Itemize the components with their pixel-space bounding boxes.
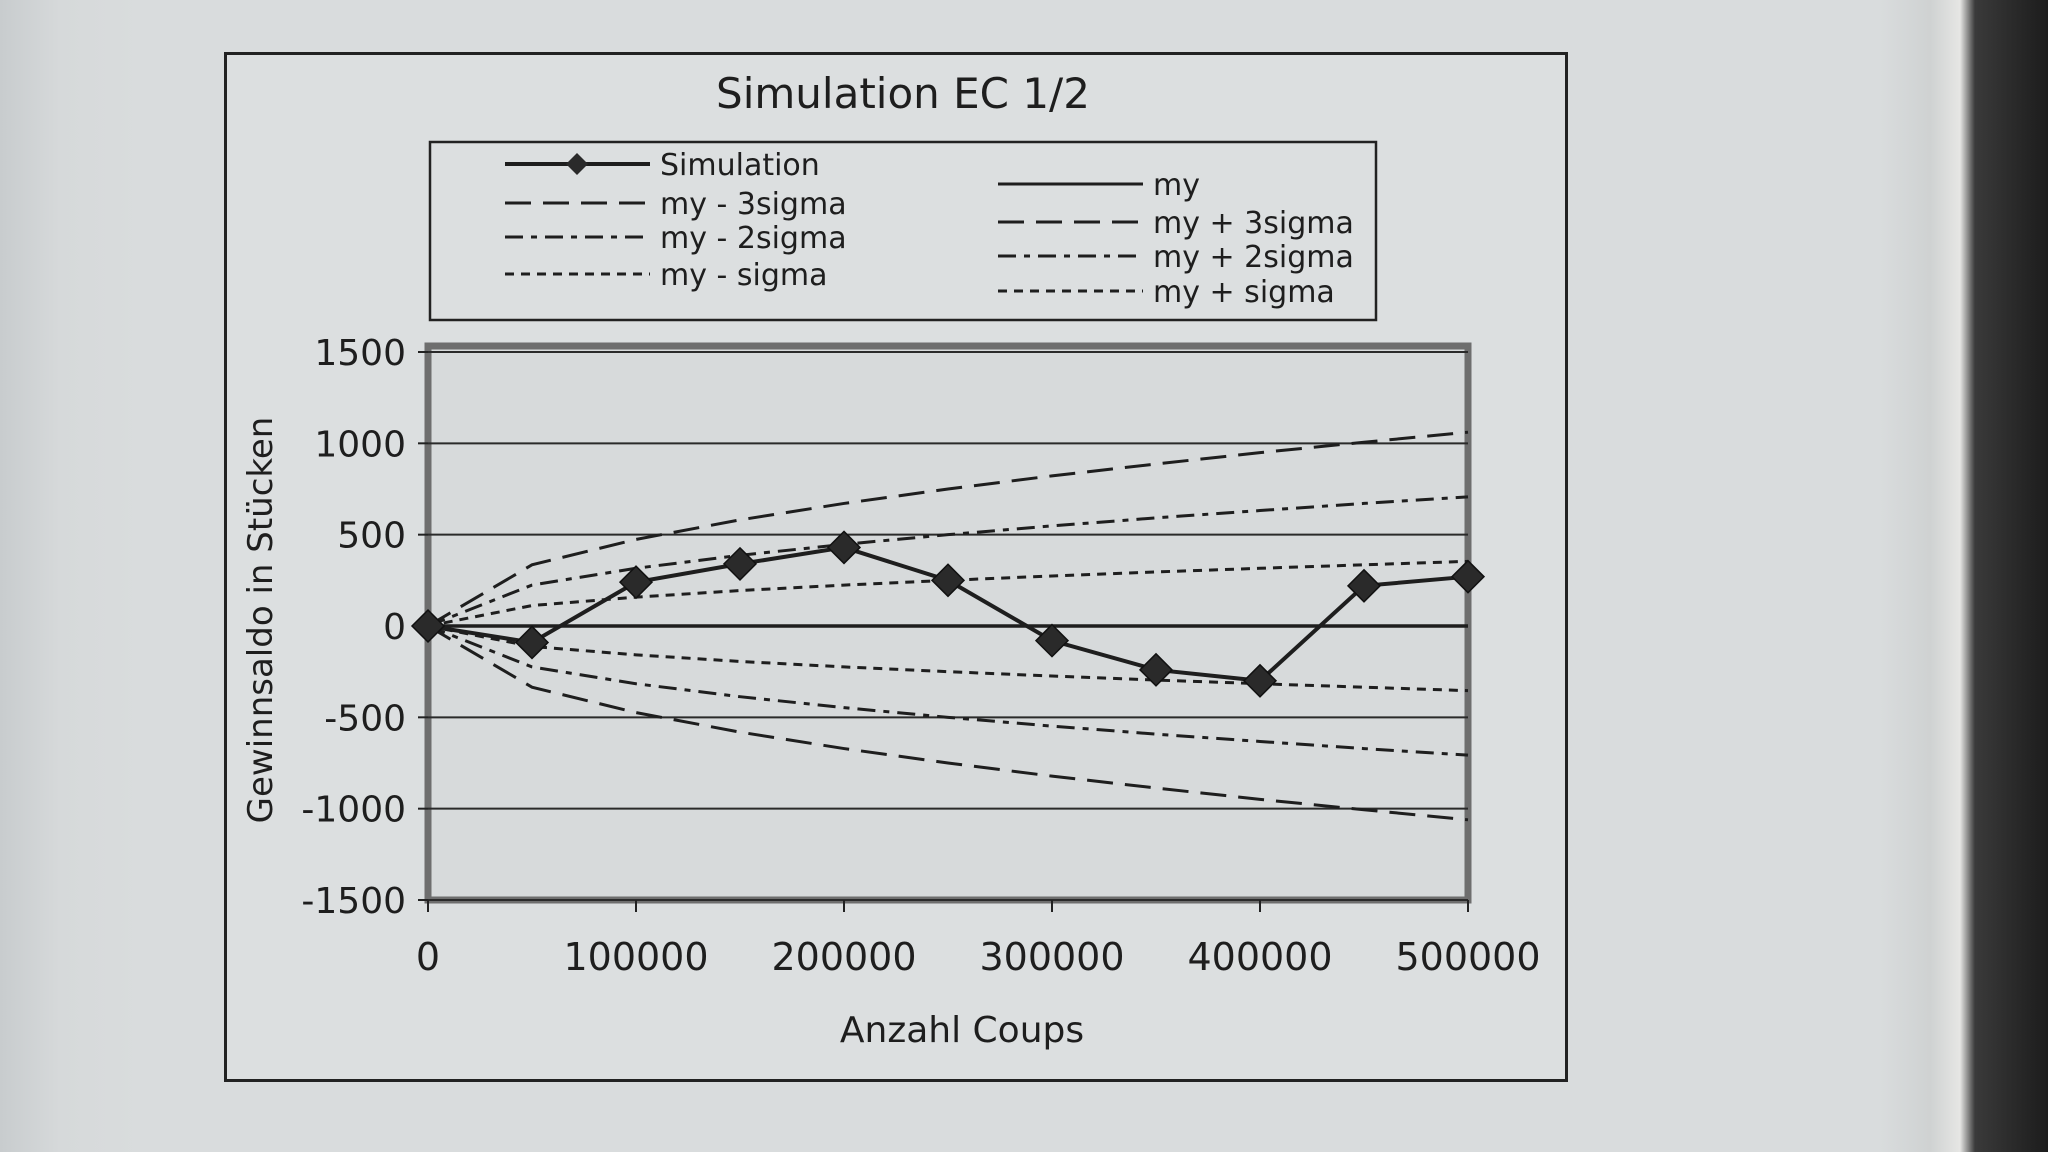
y-axis: 1500 1000 500 0 -500 -1000 -1500 [301, 333, 428, 922]
data-point-simulation [1242, 663, 1278, 698]
legend-label-my-sigma: my - sigma [660, 258, 828, 293]
y-tick-label: 500 [337, 516, 406, 557]
series-line-my-2sigma [427, 495, 1469, 628]
y-tick-label: -500 [324, 698, 406, 739]
plot-area [424, 342, 1472, 904]
x-axis-label: Anzahl Coups [840, 1010, 1084, 1051]
y-tick-label: 1500 [314, 333, 406, 374]
legend-label-simulation: Simulation [660, 148, 820, 183]
x-tick-label: 500000 [1395, 935, 1540, 979]
x-tick-label: 0 [416, 935, 440, 979]
y-tick-label: 0 [383, 607, 406, 648]
legend-label-my-sigma: my + sigma [1153, 275, 1335, 310]
legend-label-my: my [1153, 168, 1200, 203]
data-point-simulation [1034, 623, 1070, 658]
series-line-my-3sigma [427, 624, 1469, 822]
data-point-simulation [514, 625, 550, 660]
x-tick-label: 200000 [771, 935, 916, 979]
data-point-simulation [1450, 559, 1486, 594]
x-tick-label: 300000 [979, 935, 1124, 979]
legend-label-my-2sigma: my - 2sigma [660, 221, 847, 256]
data-point-simulation [1138, 652, 1174, 687]
data-point-simulation [722, 546, 758, 581]
series-line-my-2sigma [427, 624, 1469, 757]
y-tick-label: -1500 [301, 881, 406, 922]
legend-label-my-3sigma: my + 3sigma [1153, 206, 1354, 241]
data-point-simulation [410, 608, 446, 644]
y-tick-label: 1000 [314, 424, 406, 465]
legend: Simulation my my - 3sigma my + 3sigma my - 2… [505, 148, 1354, 310]
series-line-my-sigma [427, 559, 1469, 628]
legend-box [428, 140, 1378, 322]
series-line-my-sigma [427, 624, 1469, 693]
data-point-simulation [1346, 568, 1382, 603]
x-tick-label: 400000 [1187, 935, 1332, 979]
x-tick-label: 100000 [563, 935, 708, 979]
legend-marker-simulation [566, 153, 588, 175]
legend-label-my-3sigma: my - 3sigma [660, 187, 847, 222]
data-point-simulation [618, 565, 654, 600]
x-axis: 0 100000 200000 300000 400000 500000 [416, 900, 1541, 979]
series-line-my-3sigma [427, 430, 1469, 628]
data-point-simulation [826, 530, 862, 565]
chart-title: Simulation EC 1/2 [716, 69, 1090, 118]
y-axis-label: Gewinnsaldo in Stücken [241, 417, 281, 824]
series-group [410, 430, 1486, 822]
data-point-simulation [930, 563, 966, 598]
y-tick-label: -1000 [301, 790, 406, 831]
legend-label-my-2sigma: my + 2sigma [1153, 240, 1354, 275]
